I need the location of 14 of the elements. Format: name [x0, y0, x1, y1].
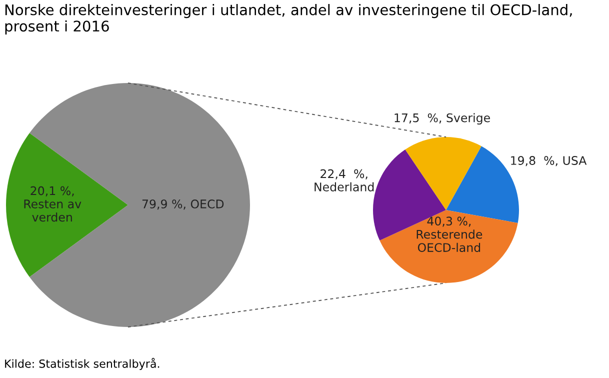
text: Norske direkteinvesteringer i utlandet, andel av investeringene til OECD-land, prosent i 2016	[5, 4, 572, 34]
slice-label: 17,5 %, Sverige	[394, 113, 490, 125]
slice-label: 79,9 %, OECD	[142, 199, 224, 210]
pie-slice	[405, 137, 482, 210]
data-label: 20,1 %,	[30, 186, 74, 196]
slice-label: 19,8 %, USA	[511, 156, 587, 166]
text: Kilde: Statistisk sentralbyrå.	[5, 358, 160, 370]
data-label: 22,4 %,	[320, 169, 368, 180]
slice-label: Resten av verden	[24, 200, 82, 222]
pie-slice	[380, 210, 518, 283]
pie-slice	[6, 132, 128, 278]
slice-label: Resterende OECD-land	[416, 230, 482, 252]
data-label: 40,3 %,	[427, 216, 471, 227]
slice-label: Nederland	[314, 182, 374, 192]
